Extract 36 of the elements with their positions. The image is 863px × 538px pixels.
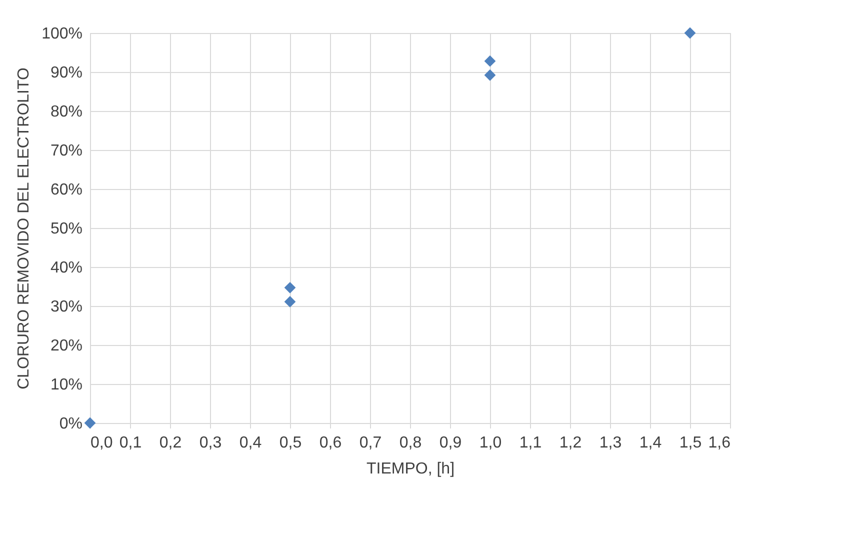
x-tick-label: 0,2 bbox=[159, 434, 182, 452]
y-axis-title: CLORURO REMOVIDO DEL ELECTROLITO bbox=[16, 68, 33, 390]
x-tick-label: 0,5 bbox=[279, 434, 302, 452]
x-tick-label: 1,0 bbox=[479, 434, 502, 452]
x-tick-label: 0,0 bbox=[90, 434, 113, 452]
point bbox=[484, 69, 496, 81]
y-tick-label: 90% bbox=[50, 64, 82, 82]
x-tick-label: 0,9 bbox=[439, 434, 462, 452]
point bbox=[484, 55, 496, 67]
x-tick-label: 1,3 bbox=[599, 434, 622, 452]
x-tick-label: 1,2 bbox=[559, 434, 582, 452]
y-tick-label: 60% bbox=[50, 182, 82, 198]
point bbox=[284, 282, 296, 294]
x-tick-label: 1,4 bbox=[639, 434, 662, 452]
point bbox=[84, 417, 96, 429]
x-tick-label: 1,5 bbox=[679, 434, 702, 452]
y-tick-label: 40% bbox=[50, 260, 82, 276]
y-tick-label: 100% bbox=[42, 26, 82, 42]
y-tick-label: 50% bbox=[50, 220, 82, 238]
x-tick-label: 0,8 bbox=[399, 434, 422, 452]
point bbox=[284, 296, 296, 308]
x-tick-label: 1,1 bbox=[519, 434, 542, 452]
x-tick-label: 0,3 bbox=[199, 434, 222, 452]
x-tick-label: 1,6 bbox=[708, 434, 731, 452]
y-tick-label: 70% bbox=[50, 142, 82, 160]
y-tick-label: 20% bbox=[50, 338, 82, 354]
x-tick-label: 0,6 bbox=[319, 434, 342, 452]
x-tick-label: 0,4 bbox=[239, 434, 262, 452]
y-tick-label: 80% bbox=[50, 104, 82, 120]
x-tick-label: 0,1 bbox=[119, 434, 142, 452]
x-tick-label: 0,7 bbox=[359, 434, 382, 452]
y-tick-label: 10% bbox=[50, 376, 82, 394]
y-tick-label: 0% bbox=[59, 416, 82, 432]
point bbox=[684, 27, 696, 39]
y-tick-label: 30% bbox=[50, 298, 82, 316]
x-axis-title: TIEMPO, [h] bbox=[366, 460, 455, 478]
